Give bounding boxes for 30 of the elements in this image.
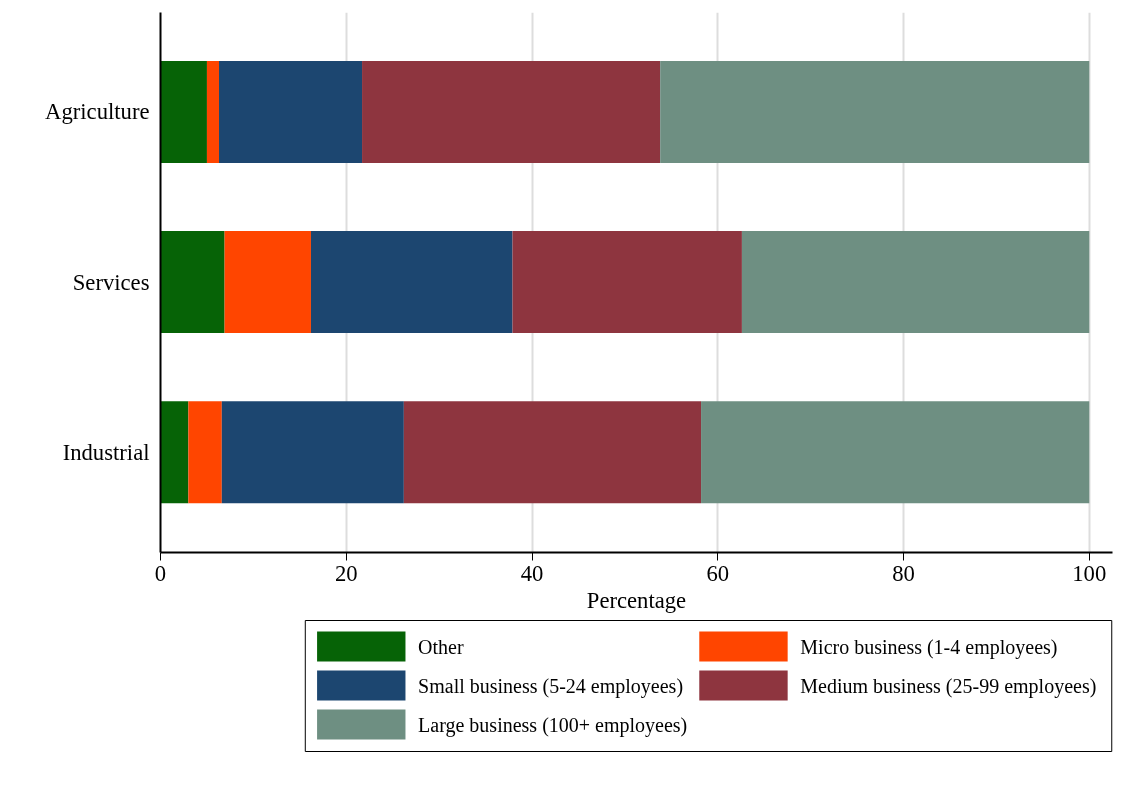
bar: [188, 401, 222, 504]
bar: [160, 60, 207, 164]
legend-label: Micro business (1-4 employees): [800, 635, 1058, 659]
bar: [224, 231, 311, 334]
legend-label: Large business (100+ employees): [418, 713, 688, 737]
bar: [362, 60, 661, 164]
legend-label: Small business (5-24 employees): [418, 674, 684, 698]
x-tick-label: 60: [706, 560, 730, 586]
bar: [160, 401, 189, 504]
bar: [512, 231, 742, 334]
bar: [660, 60, 1090, 164]
y-tick-label: Industrial: [62, 439, 150, 465]
x-tick-label: 0: [154, 560, 167, 586]
bar: [403, 401, 702, 504]
y-tick-label: Services: [72, 269, 150, 295]
bar: [701, 401, 1090, 504]
bar: [741, 231, 1090, 334]
legend-label: Medium business (25-99 employees): [800, 674, 1097, 698]
bar: [219, 60, 363, 164]
x-tick-label: 20: [334, 560, 358, 586]
x-tick-label: 80: [892, 560, 915, 586]
bar: [221, 401, 404, 504]
x-tick-label: 100: [1072, 560, 1107, 586]
bar: [310, 231, 513, 334]
y-tick-label: Agriculture: [45, 99, 150, 125]
bar: [160, 231, 225, 334]
x-axis-title: Percentage: [586, 587, 687, 613]
legend-label: Other: [418, 635, 464, 658]
bar: [206, 60, 220, 164]
x-tick-label: 40: [520, 560, 544, 586]
